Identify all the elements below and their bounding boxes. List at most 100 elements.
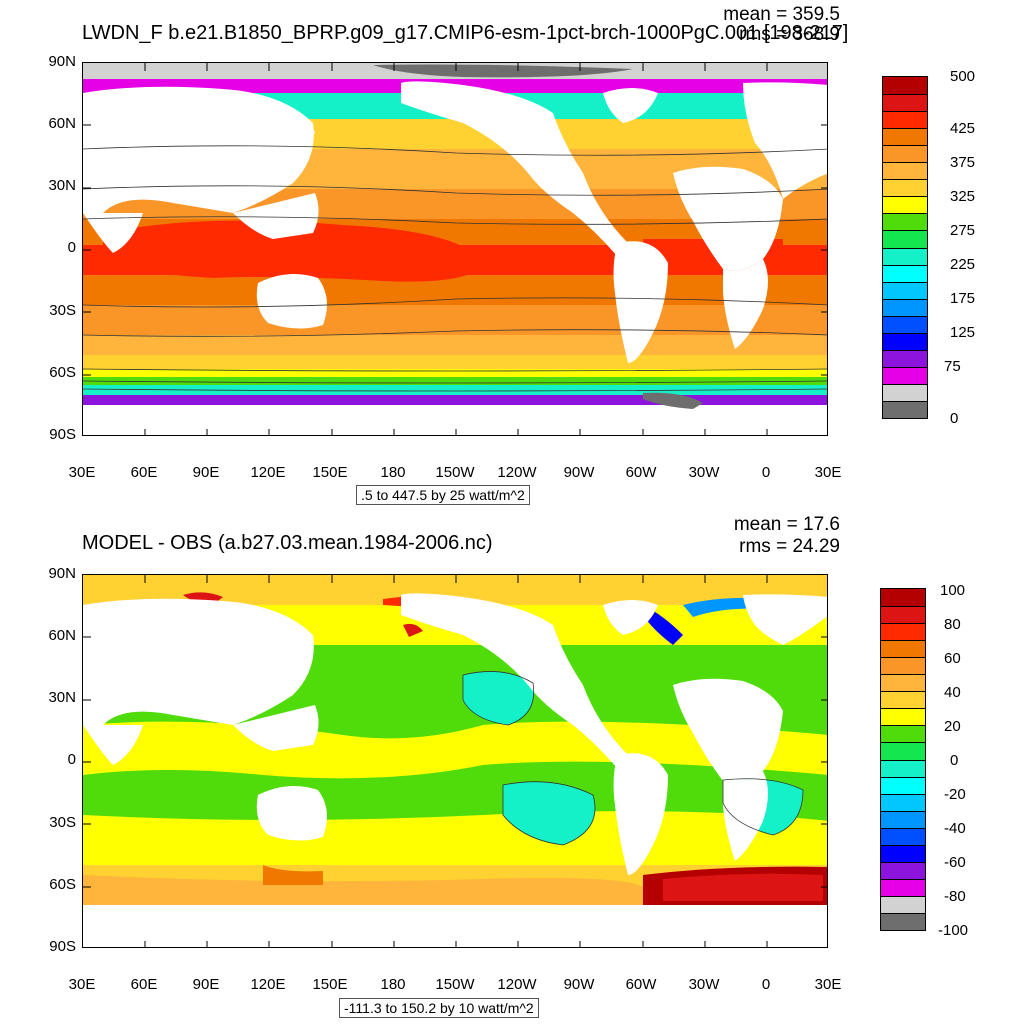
colorbar-segment: [883, 179, 927, 197]
colorbar-segment: [881, 742, 925, 760]
bottom-map-svg: [83, 575, 827, 947]
bottom-lon-label: 120E: [250, 976, 286, 993]
bottom-colorbar-label: 60: [944, 650, 961, 667]
colorbar-segment: [883, 196, 927, 214]
bottom-lon-label: 30E: [814, 976, 842, 993]
top-colorbar-label: 375: [950, 154, 976, 171]
bottom-lon-label: 90E: [192, 976, 220, 993]
bottom-lon-label: 180: [380, 976, 406, 993]
top-panel-title: LWDN_F b.e21.B1850_BPRP.g09_g17.CMIP6-es…: [82, 22, 849, 44]
top-contour-range: .5 to 447.5 by 25 watt/m^2: [356, 485, 530, 505]
bottom-lat-label: 90S: [49, 938, 76, 955]
top-lon-label: 0: [761, 464, 771, 481]
top-lon-label: 30E: [814, 464, 842, 481]
colorbar-segment: [883, 162, 927, 180]
top-colorbar-label: 175: [950, 290, 976, 307]
bottom-lon-label: 90W: [563, 976, 595, 993]
bottom-colorbar-label: 0: [950, 752, 959, 769]
top-colorbar-label: 275: [950, 222, 976, 239]
colorbar-segment: [883, 315, 927, 334]
bottom-lon-label: 60W: [625, 976, 657, 993]
colorbar-segment: [881, 810, 925, 829]
colorbar-segment: [883, 349, 927, 368]
colorbar-segment: [883, 111, 927, 129]
colorbar-segment: [883, 230, 927, 248]
top-colorbar-label: 125: [950, 324, 976, 341]
top-lon-label: 30E: [68, 464, 96, 481]
top-colorbar: [882, 76, 928, 419]
colorbar-segment: [883, 332, 927, 351]
top-colorbar-label: 0: [950, 410, 959, 427]
top-lat-label: 0: [67, 239, 76, 256]
bottom-colorbar-label: -80: [944, 888, 966, 905]
colorbar-segment: [883, 298, 927, 317]
top-colorbar-label: 75: [944, 358, 961, 375]
bottom-lat-label: 60S: [49, 876, 76, 893]
top-panel: LWDN_F b.e21.B1850_BPRP.g09_g17.CMIP6-es…: [48, 4, 976, 505]
bottom-lon-label: 120W: [497, 976, 537, 993]
colorbar-segment: [881, 674, 925, 692]
top-lon-label: 30W: [688, 464, 720, 481]
top-lat-label: 90N: [48, 53, 76, 70]
bottom-lat-label: 60N: [48, 627, 76, 644]
colorbar-segment: [883, 400, 927, 419]
top-rms-text: rms = 368.9: [739, 24, 840, 45]
colorbar-segment: [883, 264, 927, 283]
bottom-lon-label: 150W: [435, 976, 475, 993]
colorbar-segment: [883, 145, 927, 163]
bottom-colorbar-label: -20: [944, 786, 966, 803]
top-lon-label: 180: [380, 464, 406, 481]
top-lat-label: 90S: [49, 426, 76, 443]
bottom-rms-text: rms = 24.29: [739, 536, 840, 557]
bottom-lat-label: 30N: [48, 689, 76, 706]
bottom-colorbar-label: 100: [940, 582, 966, 599]
bottom-colorbar-label: -60: [944, 854, 966, 871]
top-colorbar-label: 225: [950, 256, 976, 273]
colorbar-segment: [881, 589, 925, 607]
colorbar-segment: [881, 657, 925, 675]
top-colorbar-label: 425: [950, 120, 976, 137]
bottom-colorbar-label: 20: [944, 718, 961, 735]
colorbar-segment: [883, 281, 927, 300]
bottom-colorbar-label: -40: [944, 820, 966, 837]
bottom-colorbar-label: -100: [938, 922, 969, 939]
bottom-lon-label: 150E: [312, 976, 348, 993]
top-lon-label: 150E: [312, 464, 348, 481]
colorbar-segment: [881, 776, 925, 795]
top-mean-text: mean = 359.5: [723, 4, 840, 25]
top-lat-label: 30S: [49, 302, 76, 319]
colorbar-segment: [881, 725, 925, 743]
colorbar-segment: [881, 895, 925, 914]
colorbar-segment: [881, 793, 925, 812]
bottom-colorbar-label: 80: [944, 616, 961, 633]
bottom-colorbar: [880, 588, 926, 931]
bottom-panel: MODEL - OBS (a.b27.03.mean.1984-2006.nc)…: [0, 512, 1024, 1024]
bottom-contour-range: -111.3 to 150.2 by 10 watt/m^2: [339, 998, 539, 1018]
top-lon-label: 120E: [250, 464, 286, 481]
bottom-colorbar-label: 40: [944, 684, 961, 701]
colorbar-segment: [883, 366, 927, 385]
top-lon-label: 120W: [497, 464, 537, 481]
bottom-lon-label: 30W: [688, 976, 720, 993]
top-lon-label: 90E: [192, 464, 220, 481]
top-lat-label: 60S: [49, 364, 76, 381]
colorbar-segment: [883, 94, 927, 112]
top-map-svg: [83, 63, 827, 435]
colorbar-segment: [881, 827, 925, 846]
colorbar-segment: [883, 247, 927, 266]
bottom-lat-label: 90N: [48, 565, 76, 582]
colorbar-segment: [883, 383, 927, 402]
top-lat-label: 30N: [48, 177, 76, 194]
bottom-mean-text: mean = 17.6: [733, 514, 840, 535]
colorbar-segment: [881, 606, 925, 624]
colorbar-segment: [881, 912, 925, 931]
bottom-lon-label: 30E: [68, 976, 96, 993]
bottom-lat-label: 30S: [49, 814, 76, 831]
top-colorbar-label: 325: [950, 188, 976, 205]
colorbar-segment: [881, 878, 925, 897]
top-lon-label: 60W: [625, 464, 657, 481]
top-lat-label: 60N: [48, 115, 76, 132]
top-lon-label: 60E: [130, 464, 158, 481]
colorbar-segment: [881, 861, 925, 880]
top-colorbar-label: 500: [950, 68, 976, 85]
